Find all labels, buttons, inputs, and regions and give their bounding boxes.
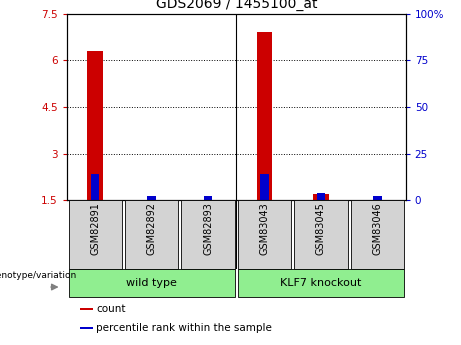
Bar bbox=[313, 194, 329, 200]
Bar bbox=[182, 200, 235, 269]
Bar bbox=[317, 193, 325, 200]
Bar bbox=[260, 174, 269, 200]
Text: GSM83045: GSM83045 bbox=[316, 202, 326, 255]
Text: KLF7 knockout: KLF7 knockout bbox=[280, 278, 362, 288]
Bar bbox=[238, 269, 404, 297]
Text: genotype/variation: genotype/variation bbox=[0, 271, 77, 280]
Bar bbox=[69, 200, 122, 269]
Bar bbox=[80, 308, 94, 310]
Text: count: count bbox=[96, 304, 126, 314]
Text: percentile rank within the sample: percentile rank within the sample bbox=[96, 323, 272, 333]
Text: wild type: wild type bbox=[126, 278, 177, 288]
Text: GSM83043: GSM83043 bbox=[260, 202, 270, 255]
Bar bbox=[80, 327, 94, 329]
Bar bbox=[125, 200, 178, 269]
Text: GSM83046: GSM83046 bbox=[372, 202, 383, 255]
Title: GDS2069 / 1455100_at: GDS2069 / 1455100_at bbox=[155, 0, 317, 11]
Bar bbox=[373, 196, 382, 200]
Bar bbox=[69, 269, 235, 297]
Text: GSM82892: GSM82892 bbox=[147, 202, 157, 255]
Bar bbox=[295, 200, 348, 269]
Bar bbox=[91, 174, 99, 200]
Bar bbox=[238, 200, 291, 269]
Bar bbox=[148, 196, 156, 200]
Text: GSM82891: GSM82891 bbox=[90, 202, 100, 255]
Bar bbox=[257, 32, 272, 200]
Bar bbox=[351, 200, 404, 269]
Bar bbox=[204, 196, 212, 200]
Bar bbox=[87, 51, 103, 200]
Text: GSM82893: GSM82893 bbox=[203, 202, 213, 255]
